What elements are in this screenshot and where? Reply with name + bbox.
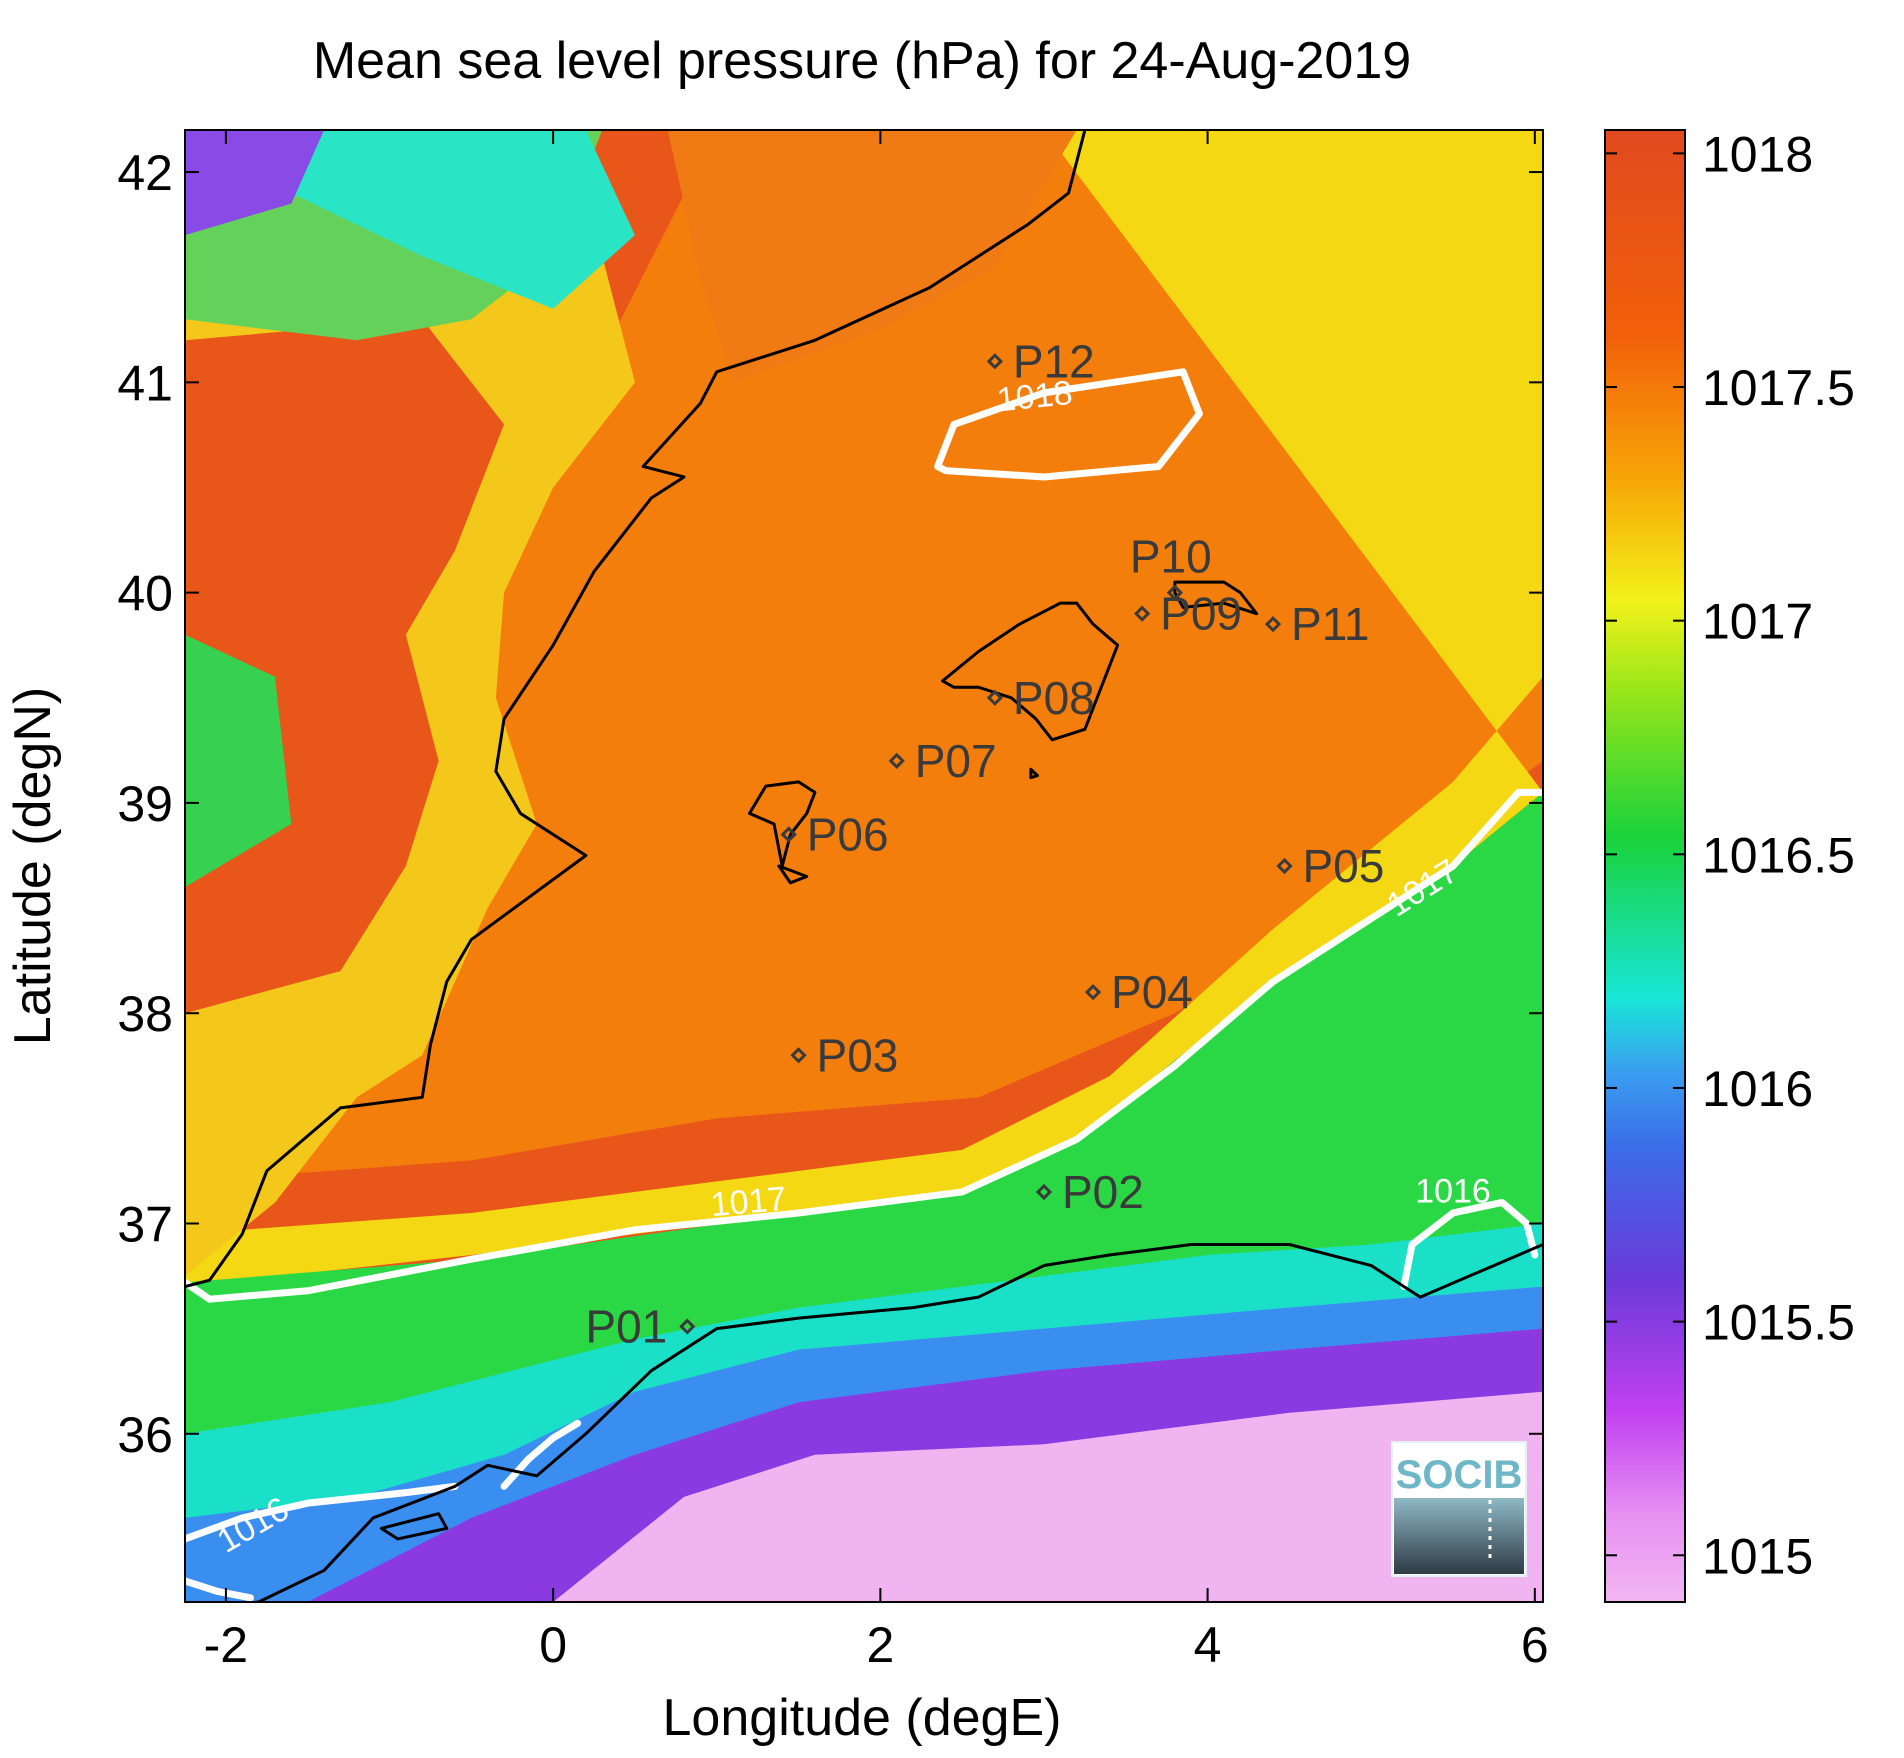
colorbar-ticks: 1015 1015.5 1016 1016.5 1017 1017.5 1018 bbox=[1605, 126, 1855, 1584]
yellow-zone bbox=[185, 130, 1543, 1287]
mallorca-coastline bbox=[941, 601, 1120, 742]
station-marker bbox=[1276, 857, 1293, 875]
map-panel bbox=[185, 130, 1543, 1602]
isobar-1016 bbox=[1400, 1198, 1539, 1291]
x-tick-label: 4 bbox=[1194, 1617, 1222, 1673]
station-label: P08 bbox=[1013, 672, 1095, 724]
x-tick-label: -2 bbox=[204, 1617, 248, 1673]
station-label: P05 bbox=[1302, 840, 1384, 892]
station-marker bbox=[679, 1318, 696, 1335]
station-marker bbox=[1084, 984, 1102, 1001]
station-marker bbox=[1035, 1183, 1053, 1201]
colorbar-tick-label: 1017 bbox=[1702, 594, 1813, 650]
colorbar-tick-label: 1016 bbox=[1702, 1061, 1813, 1117]
isobar-1017 bbox=[185, 788, 1543, 1303]
orange-zone bbox=[185, 130, 1543, 1182]
station-label: P07 bbox=[915, 735, 997, 787]
y-tick-label: 39 bbox=[117, 776, 173, 832]
station-marker bbox=[1264, 616, 1282, 633]
isobar-label: 1017 bbox=[709, 1180, 788, 1224]
ibiza-coastline bbox=[747, 780, 817, 868]
map-title: Mean sea level pressure (hPa) for 24-Aug… bbox=[313, 32, 1411, 90]
pink-zone bbox=[553, 1391, 1543, 1602]
station-marker bbox=[790, 1047, 807, 1064]
isobar-1016 bbox=[185, 1482, 459, 1543]
menorca-coastline bbox=[1173, 580, 1259, 616]
colorbar-tick-label: 1015 bbox=[1702, 1528, 1813, 1584]
station-marker bbox=[888, 752, 905, 769]
y-tick-label: 41 bbox=[117, 355, 173, 411]
station-marker bbox=[986, 689, 1004, 706]
colorbar-tick-label: 1016.5 bbox=[1702, 827, 1855, 883]
y-tick-label: 37 bbox=[117, 1196, 173, 1252]
station-label: P12 bbox=[1013, 335, 1095, 387]
x-tick-label: 0 bbox=[539, 1617, 567, 1673]
colorbar-tick-label: 1018 bbox=[1702, 126, 1813, 182]
african-coastline bbox=[248, 1243, 1543, 1602]
isobar-label: 1016 bbox=[1415, 1172, 1491, 1210]
isobar-1018 bbox=[934, 368, 1203, 481]
station-label: P02 bbox=[1062, 1166, 1144, 1218]
station-marker bbox=[986, 353, 1004, 370]
station-marker bbox=[780, 826, 797, 843]
y-axis-label: Latitude (degN) bbox=[4, 687, 62, 1045]
x-tick-label: 6 bbox=[1521, 1617, 1549, 1673]
colorbar-tick-label: 1017.5 bbox=[1702, 360, 1855, 416]
station-label: P04 bbox=[1111, 966, 1193, 1018]
y-tick-label: 36 bbox=[117, 1407, 173, 1463]
x-axis-label: Longitude (degE) bbox=[663, 1689, 1062, 1747]
land-west-orange bbox=[185, 319, 505, 1014]
y-tick-label: 40 bbox=[117, 566, 173, 622]
socib-logo-text: SOCIB bbox=[1396, 1453, 1523, 1497]
coastline bbox=[185, 130, 1543, 1602]
formentera-coastline bbox=[777, 864, 809, 885]
station-marker bbox=[1134, 605, 1151, 622]
station-label: P06 bbox=[807, 808, 889, 860]
alboran-island-coastline bbox=[379, 1512, 449, 1541]
land-ne-orange bbox=[667, 130, 1077, 383]
station-label: P11 bbox=[1291, 598, 1369, 650]
iberian-coastline bbox=[185, 130, 1087, 1289]
land-northwest-purple bbox=[185, 130, 325, 236]
x-tick-label: 2 bbox=[866, 1617, 894, 1673]
station-label: P03 bbox=[817, 1029, 899, 1081]
map-frame bbox=[184, 129, 1544, 1603]
station-label: P01 bbox=[585, 1301, 667, 1353]
y-tick-label: 38 bbox=[117, 986, 173, 1042]
land-north-cyan bbox=[274, 130, 635, 309]
colorbar bbox=[1604, 129, 1686, 1603]
y-axis-ticks: 36 37 38 39 40 41 42 bbox=[117, 145, 1543, 1463]
station-marker bbox=[1166, 584, 1183, 601]
socib-logo: SOCIB bbox=[1391, 1441, 1527, 1577]
station-label: P10 bbox=[1130, 531, 1212, 583]
colorbar-tick-label: 1015.5 bbox=[1702, 1295, 1855, 1351]
land-west-green bbox=[185, 634, 292, 888]
isobar-1016 bbox=[185, 1577, 254, 1602]
isobar-contours bbox=[185, 368, 1543, 1602]
x-axis-ticks: -2 0 2 4 6 bbox=[204, 130, 1549, 1673]
isobar-label: 1018 bbox=[995, 374, 1074, 420]
y-tick-label: 42 bbox=[117, 145, 173, 201]
cabrera-coastline bbox=[1029, 767, 1039, 780]
pressure-field bbox=[185, 130, 1543, 1602]
